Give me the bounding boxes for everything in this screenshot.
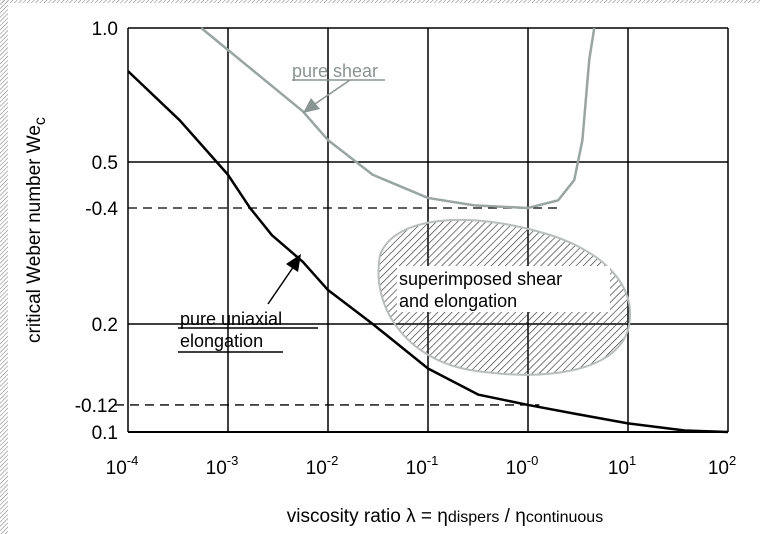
y-tick-label: 0.2 [92,315,118,336]
x-tick-label: 10-2 [306,453,339,479]
y-tick-label: 0.1 [92,423,118,444]
x-axis-title: viscosity ratio λ = ηdispers / ηcontinuo… [287,506,603,527]
x-tick-label: 101 [608,453,636,479]
x-tick-label: 10-3 [206,453,239,479]
y-tick-label: 0.5 [92,153,118,174]
elongation-curve [127,70,729,434]
region-label-line1: superimposed shear [399,269,562,289]
y-axis-title: critical Weber number Wec [24,117,49,343]
y-tick-label: 1.0 [92,19,118,40]
x-tick-label: 10-4 [106,453,139,479]
elongation-arrow-line [267,265,295,305]
x-tick-label: 102 [708,453,736,479]
elongation-label-line2: elongation [180,331,263,351]
region-label-line2: and elongation [399,291,517,311]
pure-shear-curve [200,27,596,210]
elongation-arrowhead [286,254,301,272]
region-label-background [397,266,610,312]
x-tick-label: 10-0 [506,453,539,479]
series-lines [127,27,729,434]
superimposed-region [377,219,631,376]
left-border-hatch [0,0,8,534]
y-tick-label: -0.4 [85,199,118,220]
pure-shear-label: pure shear [292,61,378,81]
tick-labels: 1.0 0.5 -0.4 0.2 -0.12 0.1 10-4 10-3 10-2 10-1 10-… [75,19,737,479]
x-tick-label: 10-1 [406,453,439,479]
y-tick-label: -0.12 [75,396,118,417]
pure-shear-arrow-line [311,79,351,107]
top-border-hatch [0,0,760,3]
elongation-label-line1: pure uniaxial [180,309,282,329]
pure-shear-arrowhead [303,98,320,113]
